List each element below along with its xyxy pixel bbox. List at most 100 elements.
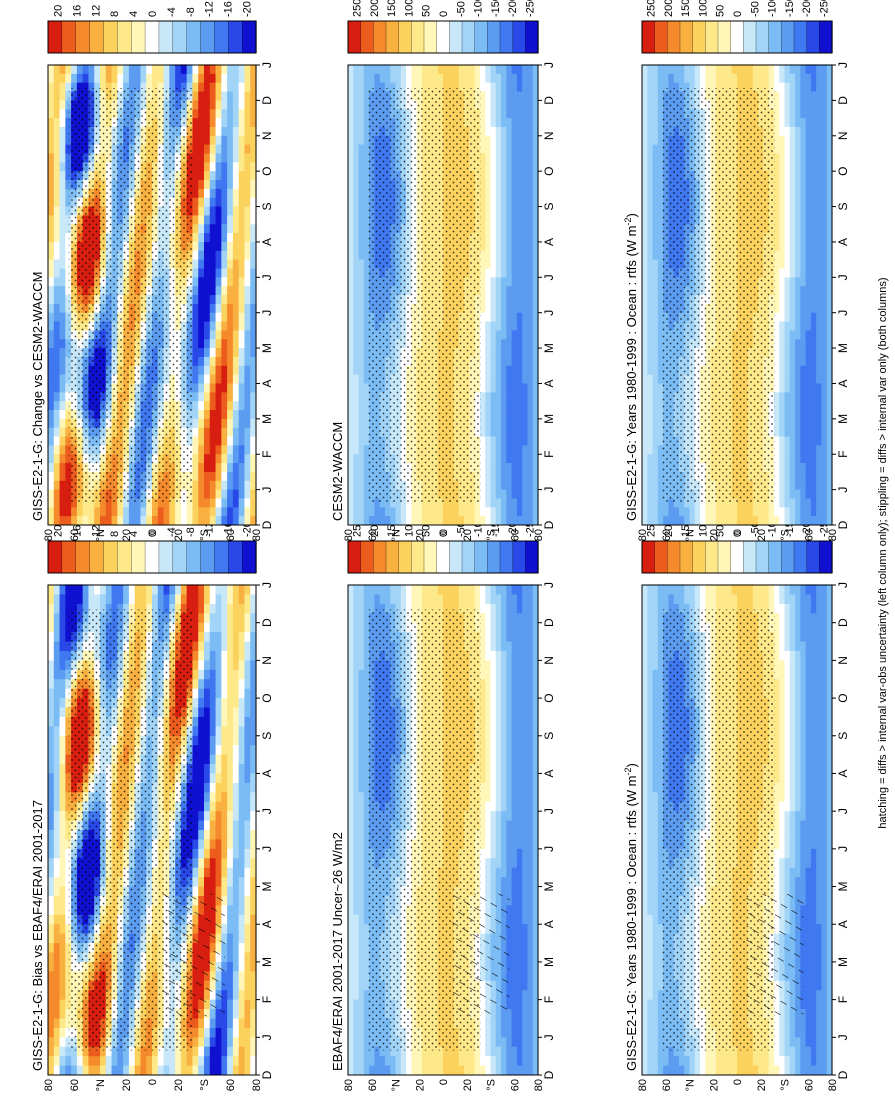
- heatmap-cell: [221, 161, 228, 172]
- heatmap-cell: [516, 848, 523, 859]
- heatmap-cell: [204, 848, 211, 859]
- heatmap-cell: [506, 1036, 513, 1047]
- heatmap-cell: [358, 810, 365, 821]
- heatmap-cell: [437, 1064, 444, 1075]
- heatmap-cell: [511, 961, 518, 972]
- heatmap-cell: [76, 64, 84, 74]
- heatmap-cell: [59, 471, 66, 481]
- lat-tick-label: °N: [95, 1079, 107, 1091]
- heatmap-cell: [238, 706, 246, 717]
- heatmap-cell: [522, 885, 529, 896]
- heatmap-cell: [209, 772, 217, 783]
- heatmap-cell: [198, 480, 205, 490]
- heatmap-cell: [244, 706, 251, 717]
- heatmap-cell: [353, 914, 360, 925]
- heatmap-cell: [232, 471, 240, 481]
- heatmap-cell: [232, 669, 240, 680]
- heatmap-cell: [232, 188, 240, 198]
- heatmap-cell: [215, 126, 222, 136]
- heatmap-cell: [48, 144, 55, 154]
- heatmap-cell: [221, 829, 228, 840]
- heatmap-cell: [238, 857, 246, 868]
- heatmap-cell: [198, 791, 205, 802]
- heatmap-cell: [204, 678, 211, 689]
- heatmap-cell: [59, 1027, 66, 1038]
- heatmap-cell: [348, 791, 354, 802]
- heatmap-cell: [59, 706, 66, 717]
- heatmap-cell: [244, 241, 251, 251]
- heatmap-cell: [363, 1064, 370, 1075]
- heatmap-cell: [238, 409, 246, 419]
- heatmap-cell: [198, 205, 205, 216]
- month-tick-label: S: [260, 732, 274, 740]
- heatmap-cell: [105, 1064, 113, 1075]
- heatmap-cell: [348, 876, 354, 887]
- heatmap-cell: [192, 876, 199, 887]
- heatmap-cell: [522, 914, 529, 925]
- heatmap-cell: [53, 444, 61, 455]
- heatmap-cell: [59, 631, 66, 642]
- heatmap-cell: [506, 819, 513, 830]
- heatmap-cell: [501, 801, 507, 812]
- heatmap-cell: [227, 942, 234, 953]
- heatmap-cell: [232, 650, 240, 661]
- heatmap-cell: [227, 90, 234, 101]
- heatmap-cell: [48, 161, 55, 172]
- heatmap-cell: [238, 276, 246, 287]
- heatmap-cell: [527, 810, 534, 821]
- heatmap-cell: [59, 276, 66, 287]
- heatmap-cell: [232, 170, 240, 180]
- heatmap-cell: [511, 999, 518, 1010]
- heatmap-cell: [48, 214, 55, 225]
- heatmap-cell: [527, 904, 534, 915]
- heatmap-cell: [59, 418, 66, 428]
- heatmap-cell: [53, 697, 61, 708]
- heatmap-cell: [53, 612, 61, 623]
- heatmap-cell: [48, 117, 55, 127]
- heatmap-cell: [221, 453, 228, 464]
- heatmap-cell: [527, 848, 534, 859]
- heatmap-cell: [157, 506, 165, 517]
- heatmap-cell: [244, 725, 251, 736]
- heatmap-cell: [53, 259, 61, 269]
- heatmap-cell: [506, 838, 513, 849]
- heatmap-cell: [204, 791, 211, 802]
- heatmap-cell: [238, 829, 246, 840]
- heatmap-cell: [198, 810, 205, 821]
- heatmap-cell: [48, 848, 55, 859]
- heatmap-cell: [204, 697, 211, 708]
- heatmap-cell: [250, 489, 257, 499]
- heatmap-cell: [209, 688, 217, 699]
- heatmap-cell: [501, 819, 507, 830]
- heatmap-cell: [192, 462, 199, 472]
- heatmap-cell: [221, 593, 228, 604]
- heatmap-cell: [48, 999, 55, 1010]
- heatmap-cell: [232, 267, 240, 278]
- heatmap-cell: [432, 1064, 439, 1075]
- heatmap-cell: [250, 453, 257, 464]
- heatmap-cell: [244, 170, 251, 180]
- heatmap-cell: [485, 791, 492, 802]
- heatmap-cell: [215, 267, 222, 278]
- heatmap-cell: [198, 250, 205, 260]
- heatmap-cell: [53, 763, 61, 774]
- heatmap-cell: [516, 782, 523, 793]
- heatmap-cell: [175, 1055, 182, 1066]
- heatmap-cell: [204, 144, 211, 154]
- heatmap-cell: [527, 980, 534, 991]
- heatmap-cell: [215, 1036, 222, 1047]
- heatmap-cell: [221, 126, 228, 136]
- heatmap-cell: [374, 1055, 381, 1066]
- heatmap-cell: [48, 791, 55, 802]
- heatmap-cell: [221, 471, 228, 481]
- heatmap-cell: [198, 725, 205, 736]
- heatmap-cell: [53, 197, 61, 207]
- heatmap-cell: [163, 1064, 170, 1075]
- heatmap-cell: [227, 1008, 234, 1019]
- heatmap-cell: [157, 1064, 165, 1075]
- heatmap-cell: [53, 706, 61, 717]
- heatmap-cell: [221, 347, 228, 357]
- heatmap-cell: [48, 135, 55, 145]
- heatmap-cell: [238, 312, 246, 322]
- heatmap-cell: [485, 1064, 492, 1075]
